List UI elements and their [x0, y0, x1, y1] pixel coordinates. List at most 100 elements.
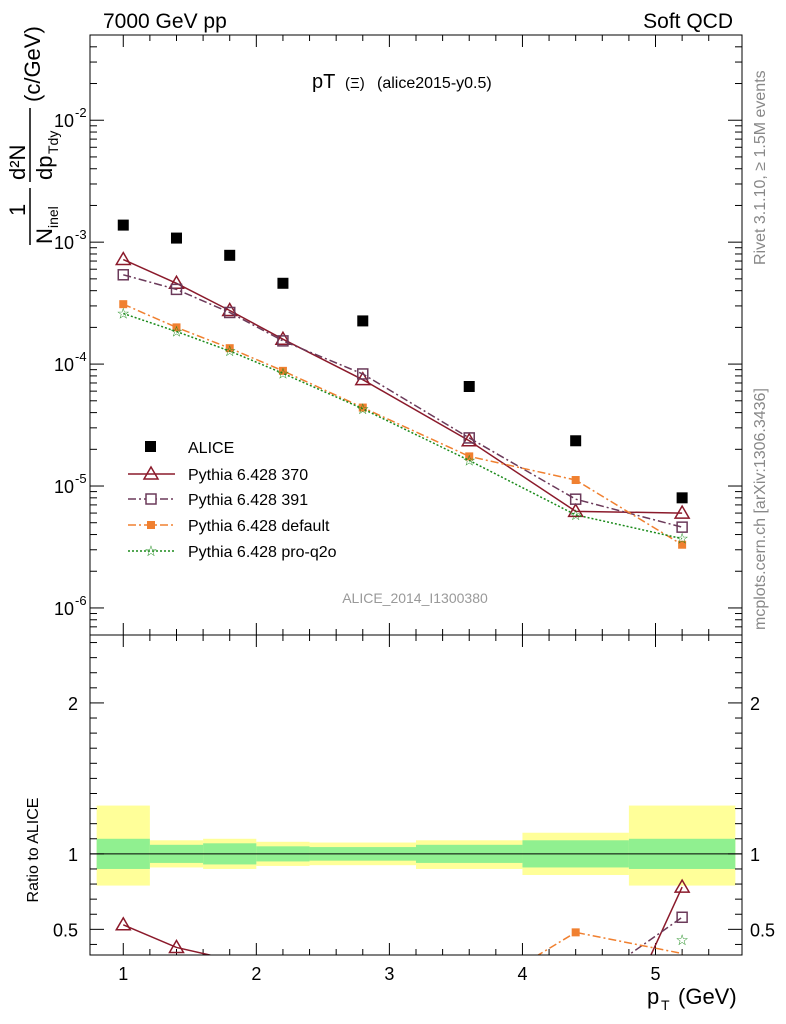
legend-label-q2o: Pythia 6.428 pro-q2o — [188, 544, 337, 561]
ylabel-d2n: d²N — [5, 145, 30, 180]
point-data — [570, 435, 582, 447]
point-p370 — [168, 274, 185, 290]
legend-label-default: Pythia 6.428 default — [188, 518, 330, 535]
point-data — [170, 232, 182, 244]
point-p391 — [117, 269, 130, 281]
ratio-y-tick-label: 2 — [68, 694, 78, 714]
main-y-tick-label: 10 — [54, 111, 74, 131]
ylabel-tdy: Tdy — [45, 131, 61, 154]
xlabel-t: T — [661, 997, 670, 1013]
ratio-line-p370 — [122, 886, 683, 955]
point-data — [224, 249, 236, 261]
ratio-point-p370 — [673, 878, 691, 893]
ratio-point-pq2o: ☆ — [675, 931, 688, 949]
main-y-tick-label: 10 — [54, 355, 74, 375]
ratio-y-tick-label: 1 — [68, 845, 78, 865]
x-tick-label: 2 — [251, 964, 261, 984]
point-p370 — [114, 251, 132, 266]
point-data — [676, 492, 688, 504]
main-y-axis-label: 1 N inel d²N dp Tdy (c/GeV) — [5, 26, 61, 245]
ratio-series-group: ☆ — [114, 878, 691, 955]
point-p391 — [463, 432, 475, 444]
x-tick-label: 1 — [118, 964, 128, 984]
point-pdefault — [358, 403, 367, 412]
point-data — [357, 315, 369, 327]
point-pq2o: ☆ — [356, 400, 369, 418]
point-pq2o: ☆ — [675, 530, 688, 548]
legend-marker-alice — [145, 441, 156, 452]
point-p391 — [676, 521, 688, 533]
mcplots-label: mcplots.cern.ch [arXiv:1306.3436] — [752, 388, 769, 630]
ratio-point-pdefault — [571, 928, 580, 937]
legend-label-alice: ALICE — [188, 440, 234, 457]
ylabel-dp: dp — [32, 156, 57, 180]
chart-dynamic-layer: 1 2 3 4 510-610-510-410-310 -20.5 0.51 12 2☆☆☆☆☆… — [53, 34, 775, 984]
point-data — [277, 277, 289, 289]
ylabel-inel: inel — [45, 206, 61, 228]
ratio-line-pdefault — [536, 931, 683, 955]
legend-marker-391 — [145, 493, 157, 505]
analysis-id-label: ALICE_2014_I1300380 — [342, 590, 488, 606]
xlabel-unit: (GeV) — [678, 984, 737, 1009]
point-p370 — [673, 504, 691, 519]
ylabel-n: N — [32, 228, 57, 244]
point-pq2o: ☆ — [462, 451, 475, 469]
legend-marker-q2o: ☆ — [144, 542, 157, 560]
series-line-p370 — [122, 258, 683, 514]
legend-label-391: Pythia 6.428 391 — [188, 492, 308, 509]
main-y-tick-label: 10 — [54, 233, 74, 253]
series-line-pdefault — [122, 303, 683, 546]
x-tick-label: 5 — [651, 964, 661, 984]
point-p391 — [170, 283, 183, 296]
ratio-y-label: Ratio to ALICE — [25, 798, 42, 903]
main-y-tick-exponent: -6 — [75, 593, 87, 608]
point-pdefault — [172, 323, 181, 332]
header-energy-label: 7000 GeV pp — [103, 10, 227, 33]
ratio-point-p391 — [676, 911, 688, 924]
point-p391 — [223, 306, 236, 319]
main-y-tick-label: 10 — [54, 477, 74, 497]
point-pq2o: ☆ — [569, 506, 582, 524]
main-y-tick-label: 10 — [54, 599, 74, 619]
ratio-line-p391 — [627, 916, 683, 955]
ratio-point-p370 — [114, 916, 132, 931]
point-p391 — [569, 493, 582, 505]
point-pdefault — [465, 452, 474, 461]
point-p370 — [567, 502, 584, 518]
point-p370 — [274, 330, 292, 345]
point-p370 — [221, 302, 239, 317]
x-tick-label: 3 — [384, 964, 394, 984]
main-y-tick-exponent: -3 — [75, 227, 87, 242]
point-pdefault — [678, 540, 687, 549]
ratio-point-p370 — [168, 938, 185, 954]
ratio-y-tick-label-right: 2 — [750, 694, 760, 714]
point-pq2o: ☆ — [276, 364, 289, 382]
legend: ALICE Pythia 6.428 370 Pythia 6.428 391 … — [128, 440, 337, 561]
point-p391 — [357, 368, 369, 380]
ratio-y-tick-label-right: 1 — [750, 845, 760, 865]
legend-label-370: Pythia 6.428 370 — [188, 467, 308, 484]
x-tick-label: 4 — [517, 964, 527, 984]
point-pdefault — [225, 344, 234, 353]
main-y-tick-exponent: -5 — [75, 471, 87, 486]
point-pq2o: ☆ — [170, 323, 183, 341]
point-data — [463, 380, 475, 392]
point-p391 — [277, 335, 289, 347]
plot-title-tag: (alice2015-y0.5) — [377, 75, 492, 92]
point-pq2o: ☆ — [223, 342, 236, 360]
rivet-version-label: Rivet 3.1.10, ≥ 1.5M events — [752, 70, 769, 265]
main-y-tick-exponent: -4 — [75, 349, 87, 364]
point-pq2o: ☆ — [117, 304, 130, 322]
legend-marker-370 — [142, 465, 160, 480]
ylabel-unit: (c/GeV) — [20, 26, 45, 102]
header-category-label: Soft QCD — [643, 10, 733, 33]
xlabel-p: p — [647, 984, 659, 1009]
ylabel-one: 1 — [5, 204, 30, 216]
legend-marker-default — [147, 521, 155, 529]
point-pdefault — [119, 300, 128, 309]
ratio-y-tick-label: 0.5 — [53, 920, 78, 940]
ratio-y-tick-label-right: 0.5 — [750, 920, 775, 940]
series-line-pq2o — [123, 312, 683, 540]
point-data — [117, 219, 129, 231]
